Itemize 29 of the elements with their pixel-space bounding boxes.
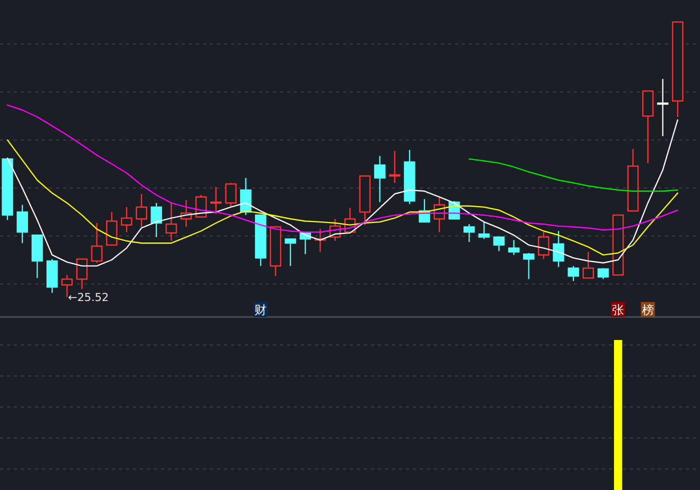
annotation: ←25.52 [68,291,109,304]
candlestick [493,236,505,252]
candlestick [210,186,222,215]
candlestick [240,177,252,216]
candlestick [374,155,386,203]
candlestick [16,204,28,244]
text: 张 [612,303,624,317]
candlestick [150,202,162,238]
candlestick [136,193,148,228]
candlestick [523,252,534,280]
candlestick [166,202,177,242]
candlestick [538,232,550,260]
candlestick [76,258,88,290]
candlestick [568,265,580,282]
candlestick [106,211,118,246]
candlestick [552,230,564,268]
candlestick [598,268,609,280]
candlestick [508,239,520,256]
candlestick [478,221,490,240]
candlestick [657,78,668,137]
candlestick [284,238,296,267]
text: 财 [254,303,267,317]
candlestick [389,150,400,184]
candlestick [225,182,237,208]
candlestick [120,206,132,233]
candlestick [582,251,594,279]
candlestick [463,224,475,243]
candlestick [91,222,102,264]
text: 榜 [642,303,654,317]
